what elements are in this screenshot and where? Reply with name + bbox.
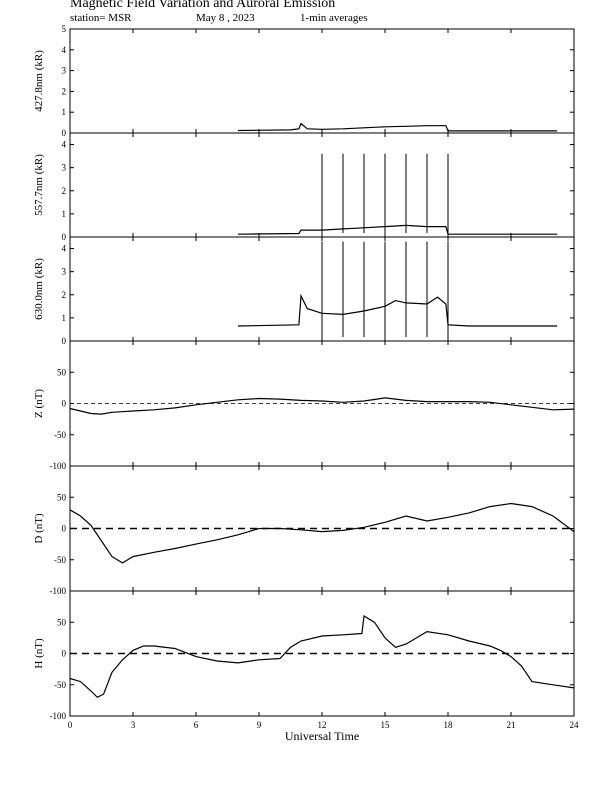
y-tick-label: 3 xyxy=(62,66,67,76)
y-tick-label: 0 xyxy=(62,399,67,409)
y-tick-label: 0 xyxy=(62,128,67,138)
x-tick-label: 3 xyxy=(131,720,136,730)
y-axis-label: D (nT) xyxy=(33,513,45,544)
x-tick-label: 24 xyxy=(570,720,580,730)
y-tick-label: 0 xyxy=(62,232,67,242)
data-series-line xyxy=(237,224,558,235)
y-tick-label: 4 xyxy=(62,140,67,150)
station-label: station= MSR xyxy=(70,12,132,24)
y-tick-label: -50 xyxy=(54,430,66,440)
y-axis-label: 630.0nm (kR) xyxy=(33,258,45,320)
date-label: May 8 , 2023 xyxy=(196,12,255,24)
data-series-line xyxy=(237,122,558,132)
y-tick-label: 0 xyxy=(62,524,67,534)
y-tick-label: 0 xyxy=(62,649,67,659)
y-tick-label: 50 xyxy=(57,492,67,502)
y-tick-label: 3 xyxy=(62,163,67,173)
x-tick-label: 18 xyxy=(444,720,454,730)
y-tick-label: 0 xyxy=(62,336,67,346)
y-axis-label: 427.8nm (kR) xyxy=(33,50,45,112)
y-tick-label: -50 xyxy=(54,680,66,690)
y-tick-label: 1 xyxy=(62,313,67,323)
y-tick-label: 2 xyxy=(62,86,67,96)
data-series-line xyxy=(69,502,575,564)
y-tick-label: 1 xyxy=(62,209,67,219)
y-tick-label: 5 xyxy=(62,24,67,34)
y-tick-label: -100 xyxy=(50,711,67,721)
y-tick-label: -100 xyxy=(50,586,67,596)
y-tick-label: 2 xyxy=(62,290,67,300)
x-tick-label: 21 xyxy=(507,720,516,730)
y-tick-label: 4 xyxy=(62,244,67,254)
data-series-line xyxy=(69,397,575,415)
chart-title: Magnetic Field Variation and Auroral Emi… xyxy=(70,0,336,11)
y-tick-label: 4 xyxy=(62,45,67,55)
y-tick-label: 50 xyxy=(57,367,67,377)
x-tick-label: 6 xyxy=(194,720,199,730)
y-axis-label: 557.7nm (kR) xyxy=(33,154,45,216)
panel-frame xyxy=(69,28,575,134)
y-tick-label: 1 xyxy=(62,107,67,117)
x-tick-label: 15 xyxy=(381,720,391,730)
averaging-label: 1-min averages xyxy=(300,12,368,24)
y-axis-label: H (nT) xyxy=(33,638,45,669)
y-tick-label: 2 xyxy=(62,186,67,196)
data-series-line xyxy=(237,293,558,327)
x-tick-label: 0 xyxy=(68,720,73,730)
x-axis-label: Universal Time xyxy=(285,729,359,743)
y-axis-label: Z (nT) xyxy=(33,389,45,418)
data-series-line xyxy=(69,615,575,699)
x-tick-label: 9 xyxy=(257,720,262,730)
y-tick-label: -100 xyxy=(50,461,67,471)
x-tick-label: 12 xyxy=(318,720,327,730)
y-tick-label: 3 xyxy=(62,267,67,277)
y-tick-label: 50 xyxy=(57,617,67,627)
y-tick-label: -50 xyxy=(54,555,66,565)
